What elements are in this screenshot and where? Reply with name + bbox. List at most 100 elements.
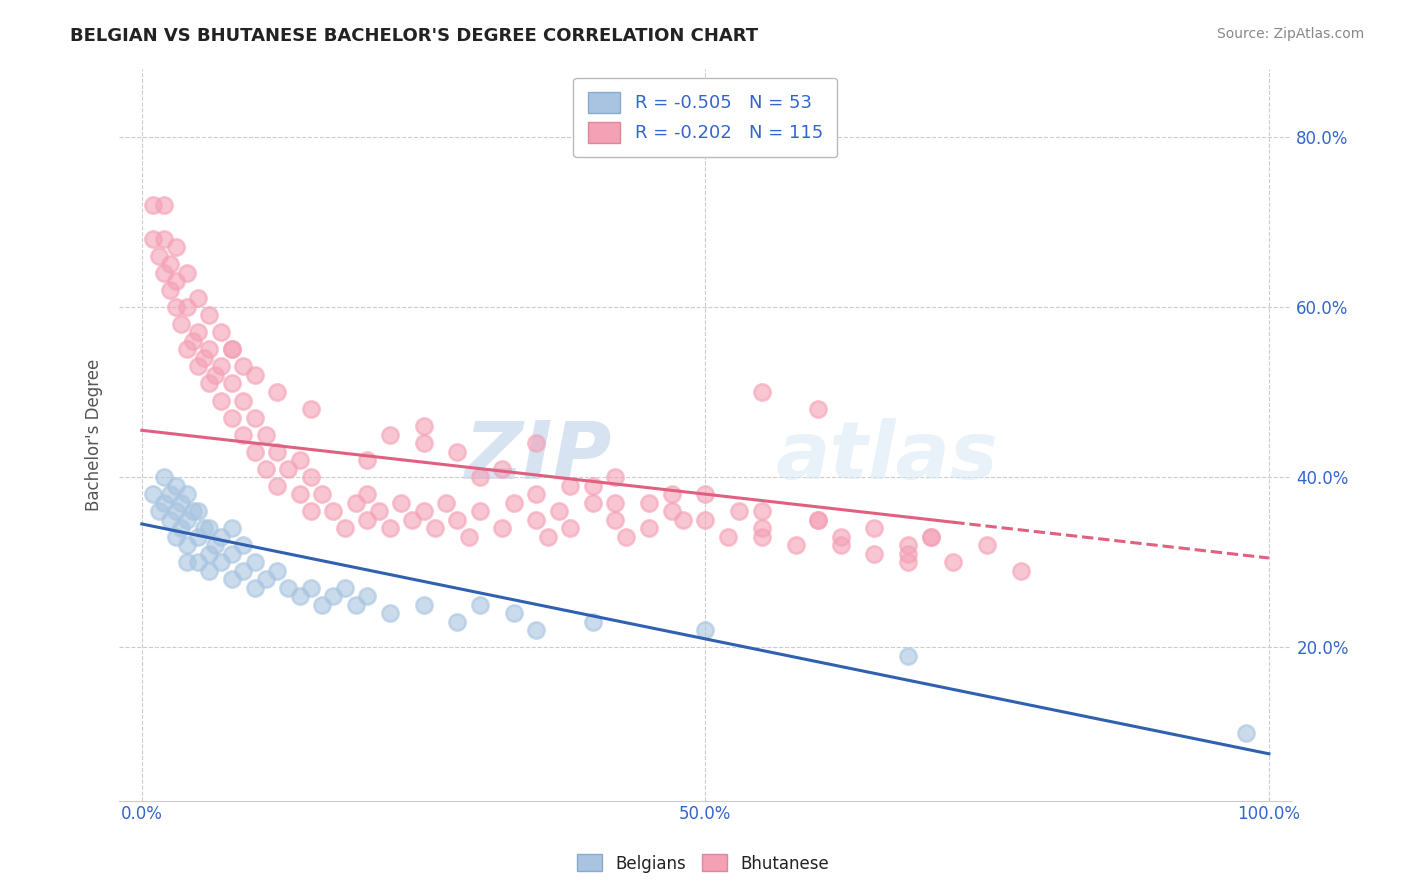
Point bbox=[582, 496, 605, 510]
Point bbox=[209, 393, 232, 408]
Point bbox=[582, 615, 605, 629]
Point bbox=[863, 521, 886, 535]
Point bbox=[221, 547, 243, 561]
Point bbox=[176, 266, 198, 280]
Point bbox=[243, 368, 266, 382]
Point bbox=[187, 555, 209, 569]
Point bbox=[221, 410, 243, 425]
Point bbox=[356, 513, 378, 527]
Point bbox=[142, 232, 165, 246]
Point bbox=[288, 590, 311, 604]
Point bbox=[751, 504, 773, 518]
Legend: R = -0.505   N = 53, R = -0.202   N = 115: R = -0.505 N = 53, R = -0.202 N = 115 bbox=[574, 78, 838, 157]
Point bbox=[695, 624, 717, 638]
Legend: Belgians, Bhutanese: Belgians, Bhutanese bbox=[569, 847, 837, 880]
Point bbox=[254, 427, 277, 442]
Point bbox=[897, 547, 920, 561]
Point bbox=[198, 376, 221, 391]
Point bbox=[221, 572, 243, 586]
Point bbox=[728, 504, 751, 518]
Point bbox=[897, 555, 920, 569]
Point bbox=[536, 530, 558, 544]
Point bbox=[170, 317, 193, 331]
Point bbox=[897, 538, 920, 552]
Point bbox=[266, 444, 288, 458]
Point bbox=[311, 487, 333, 501]
Point bbox=[221, 343, 243, 357]
Point bbox=[153, 198, 176, 212]
Point bbox=[751, 530, 773, 544]
Point bbox=[198, 564, 221, 578]
Point bbox=[142, 487, 165, 501]
Point bbox=[378, 607, 401, 621]
Point bbox=[661, 504, 683, 518]
Point bbox=[221, 376, 243, 391]
Point bbox=[468, 598, 491, 612]
Point bbox=[198, 521, 221, 535]
Point bbox=[187, 326, 209, 340]
Point bbox=[277, 581, 299, 595]
Point bbox=[468, 470, 491, 484]
Point bbox=[153, 266, 176, 280]
Point bbox=[142, 198, 165, 212]
Text: ZIP: ZIP bbox=[464, 417, 612, 496]
Point bbox=[221, 343, 243, 357]
Point bbox=[209, 359, 232, 374]
Point bbox=[920, 530, 942, 544]
Point bbox=[176, 538, 198, 552]
Point bbox=[232, 359, 254, 374]
Point bbox=[299, 581, 322, 595]
Point bbox=[616, 530, 638, 544]
Point bbox=[1234, 725, 1257, 739]
Point bbox=[232, 538, 254, 552]
Point bbox=[524, 513, 547, 527]
Point bbox=[311, 598, 333, 612]
Point bbox=[181, 334, 204, 348]
Point bbox=[502, 496, 524, 510]
Point bbox=[830, 538, 852, 552]
Point bbox=[198, 309, 221, 323]
Point bbox=[204, 368, 226, 382]
Point bbox=[159, 487, 181, 501]
Point bbox=[446, 513, 468, 527]
Point bbox=[423, 521, 446, 535]
Point bbox=[378, 521, 401, 535]
Point bbox=[695, 513, 717, 527]
Text: BELGIAN VS BHUTANESE BACHELOR'S DEGREE CORRELATION CHART: BELGIAN VS BHUTANESE BACHELOR'S DEGREE C… bbox=[70, 27, 758, 45]
Point bbox=[187, 530, 209, 544]
Point bbox=[830, 530, 852, 544]
Point bbox=[717, 530, 740, 544]
Point bbox=[299, 402, 322, 417]
Point bbox=[446, 444, 468, 458]
Point bbox=[159, 283, 181, 297]
Point bbox=[165, 274, 187, 288]
Point bbox=[176, 555, 198, 569]
Point bbox=[434, 496, 457, 510]
Point bbox=[807, 513, 830, 527]
Point bbox=[605, 470, 627, 484]
Point bbox=[148, 249, 170, 263]
Point bbox=[976, 538, 998, 552]
Point bbox=[165, 300, 187, 314]
Point bbox=[288, 487, 311, 501]
Point bbox=[165, 240, 187, 254]
Point bbox=[176, 343, 198, 357]
Point bbox=[863, 547, 886, 561]
Point bbox=[254, 572, 277, 586]
Point bbox=[605, 513, 627, 527]
Point bbox=[159, 257, 181, 271]
Point bbox=[547, 504, 569, 518]
Point bbox=[148, 504, 170, 518]
Point bbox=[176, 513, 198, 527]
Point bbox=[356, 453, 378, 467]
Point bbox=[401, 513, 423, 527]
Point bbox=[468, 504, 491, 518]
Point bbox=[558, 521, 581, 535]
Point bbox=[209, 555, 232, 569]
Point bbox=[491, 521, 513, 535]
Point bbox=[344, 496, 367, 510]
Point bbox=[638, 496, 661, 510]
Point bbox=[254, 461, 277, 475]
Point bbox=[165, 530, 187, 544]
Point bbox=[412, 598, 434, 612]
